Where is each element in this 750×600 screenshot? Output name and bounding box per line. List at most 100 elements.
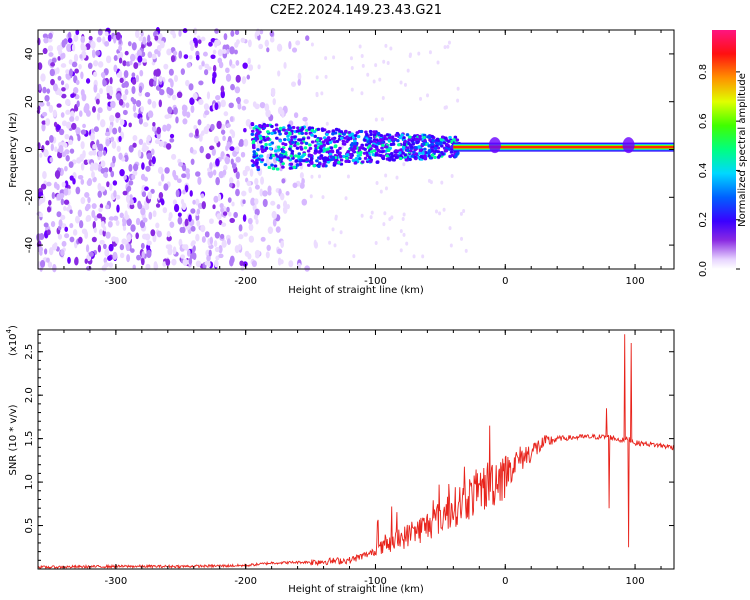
- noise-cell: [165, 244, 171, 250]
- noise-cell: [128, 180, 134, 186]
- signal-cell: [316, 142, 321, 146]
- noise-cell: [126, 218, 132, 227]
- noise-cell: [141, 251, 145, 259]
- noise-cell: [241, 76, 247, 85]
- noise-cell: [46, 88, 51, 94]
- signal-cell: [275, 136, 279, 140]
- sparse-noise-cell: [369, 215, 373, 220]
- noise-cell: [88, 251, 94, 257]
- signal-cell: [325, 132, 329, 137]
- noise-cell: [124, 214, 130, 220]
- signal-cell: [444, 136, 448, 140]
- signal-cell: [431, 139, 436, 143]
- noise-cell: [73, 53, 79, 63]
- signal-cell: [408, 135, 412, 139]
- noise-cell: [131, 42, 137, 51]
- noise-cell: [189, 97, 195, 106]
- signal-cell: [279, 157, 284, 161]
- noise-cell: [248, 235, 255, 243]
- spectrogram-ytick-label-4: 40: [24, 48, 35, 61]
- spectrogram-ytick-label-3: 20: [24, 95, 35, 108]
- noise-cell: [129, 60, 133, 66]
- noise-cell: [65, 121, 72, 129]
- noise-cell: [43, 222, 49, 228]
- signal-cell: [322, 143, 326, 147]
- noise-cell: [118, 57, 123, 64]
- noise-cell: [38, 199, 43, 205]
- signal-cell: [359, 150, 363, 155]
- noise-cell: [46, 101, 51, 107]
- signal-cell: [397, 143, 401, 147]
- noise-cell: [305, 35, 310, 42]
- noise-cell: [104, 131, 111, 137]
- signal-cell: [308, 143, 312, 147]
- noise-cell: [48, 52, 54, 57]
- signal-cell: [264, 142, 268, 147]
- noise-cell: [240, 37, 246, 43]
- noise-cell: [158, 75, 163, 82]
- noise-cell: [190, 208, 196, 214]
- sparse-noise-cell: [421, 254, 425, 259]
- sparse-noise-cell: [384, 43, 388, 48]
- signal-cell: [386, 148, 391, 152]
- signal-cell: [295, 163, 300, 167]
- noise-cell: [209, 236, 214, 245]
- noise-cell: [241, 105, 247, 111]
- signal-cell: [418, 137, 422, 141]
- signal-cell: [270, 124, 274, 129]
- signal-cell: [338, 146, 342, 150]
- noise-cell: [97, 107, 103, 114]
- signal-cell: [407, 138, 411, 142]
- noise-cell: [41, 120, 47, 125]
- noise-cell: [123, 175, 127, 180]
- noise-cell: [85, 205, 91, 210]
- noise-cell: [38, 83, 42, 91]
- signal-cell: [315, 159, 319, 163]
- noise-cell: [227, 197, 232, 203]
- noise-cell: [131, 78, 137, 85]
- noise-cell: [105, 138, 110, 147]
- noise-cell: [199, 145, 204, 154]
- noise-cell: [159, 40, 165, 49]
- signal-cell: [338, 151, 342, 155]
- noise-cell: [64, 98, 71, 106]
- noise-cell: [90, 162, 94, 169]
- noise-cell: [178, 161, 184, 167]
- noise-cell: [215, 177, 220, 186]
- noise-cell: [217, 193, 222, 202]
- noise-cell: [39, 259, 46, 268]
- sparse-noise-cell: [399, 80, 403, 85]
- colorbar-gradient: [712, 30, 736, 269]
- noise-cell: [243, 138, 249, 147]
- noise-cell: [235, 39, 240, 45]
- signal-cell: [428, 156, 433, 160]
- noise-cell: [163, 183, 169, 191]
- noise-cell: [84, 192, 90, 198]
- noise-cell: [190, 225, 196, 232]
- noise-cell: [138, 117, 143, 125]
- noise-cell: [100, 221, 105, 228]
- sparse-noise-cell: [315, 75, 319, 80]
- noise-cell: [112, 251, 118, 261]
- signal-cell: [341, 139, 346, 143]
- noise-cell: [128, 164, 133, 172]
- noise-cell: [270, 87, 276, 93]
- signal-cell: [347, 130, 352, 135]
- noise-cell: [136, 254, 141, 261]
- noise-cell: [75, 79, 80, 86]
- signal-cell: [292, 165, 297, 169]
- noise-cell: [205, 153, 211, 160]
- signal-cell: [339, 136, 344, 140]
- signal-cell: [405, 133, 410, 137]
- noise-cell: [113, 215, 119, 221]
- signal-cell: [390, 155, 394, 159]
- signal-cell: [427, 135, 432, 139]
- sparse-noise-cell: [310, 174, 314, 179]
- signal-cell: [402, 136, 406, 140]
- noise-cell: [85, 244, 90, 253]
- noise-cell: [97, 244, 102, 253]
- noise-cell: [200, 224, 206, 233]
- noise-cell: [195, 260, 202, 268]
- noise-cell: [162, 261, 167, 267]
- sparse-noise-cell: [375, 180, 379, 185]
